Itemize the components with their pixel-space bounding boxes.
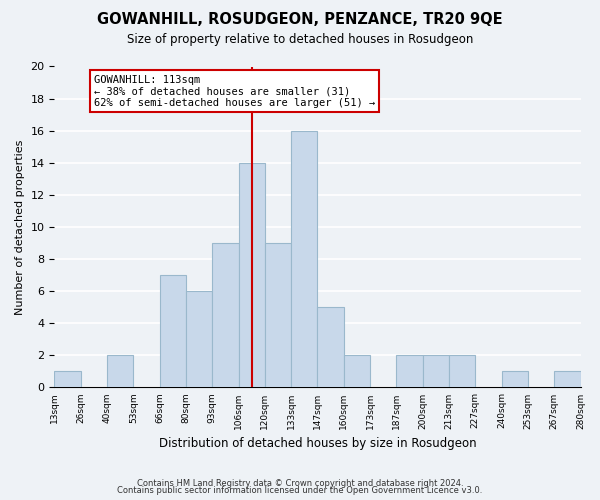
Text: Contains public sector information licensed under the Open Government Licence v3: Contains public sector information licen… [118,486,482,495]
Bar [422,356,449,388]
Bar [212,243,239,388]
Bar [397,356,422,388]
X-axis label: Distribution of detached houses by size in Rosudgeon: Distribution of detached houses by size … [158,437,476,450]
Bar [107,356,133,388]
Text: Size of property relative to detached houses in Rosudgeon: Size of property relative to detached ho… [127,32,473,46]
Bar [186,291,212,388]
Y-axis label: Number of detached properties: Number of detached properties [15,140,25,314]
Bar [291,130,317,388]
Text: GOWANHILL: 113sqm
← 38% of detached houses are smaller (31)
62% of semi-detached: GOWANHILL: 113sqm ← 38% of detached hous… [94,74,375,108]
Bar [554,372,581,388]
Bar [449,356,475,388]
Bar [344,356,370,388]
Bar [160,275,186,388]
Bar [265,243,291,388]
Bar [317,307,344,388]
Bar [502,372,528,388]
Bar [55,372,81,388]
Text: Contains HM Land Registry data © Crown copyright and database right 2024.: Contains HM Land Registry data © Crown c… [137,478,463,488]
Bar [239,163,265,388]
Text: GOWANHILL, ROSUDGEON, PENZANCE, TR20 9QE: GOWANHILL, ROSUDGEON, PENZANCE, TR20 9QE [97,12,503,28]
